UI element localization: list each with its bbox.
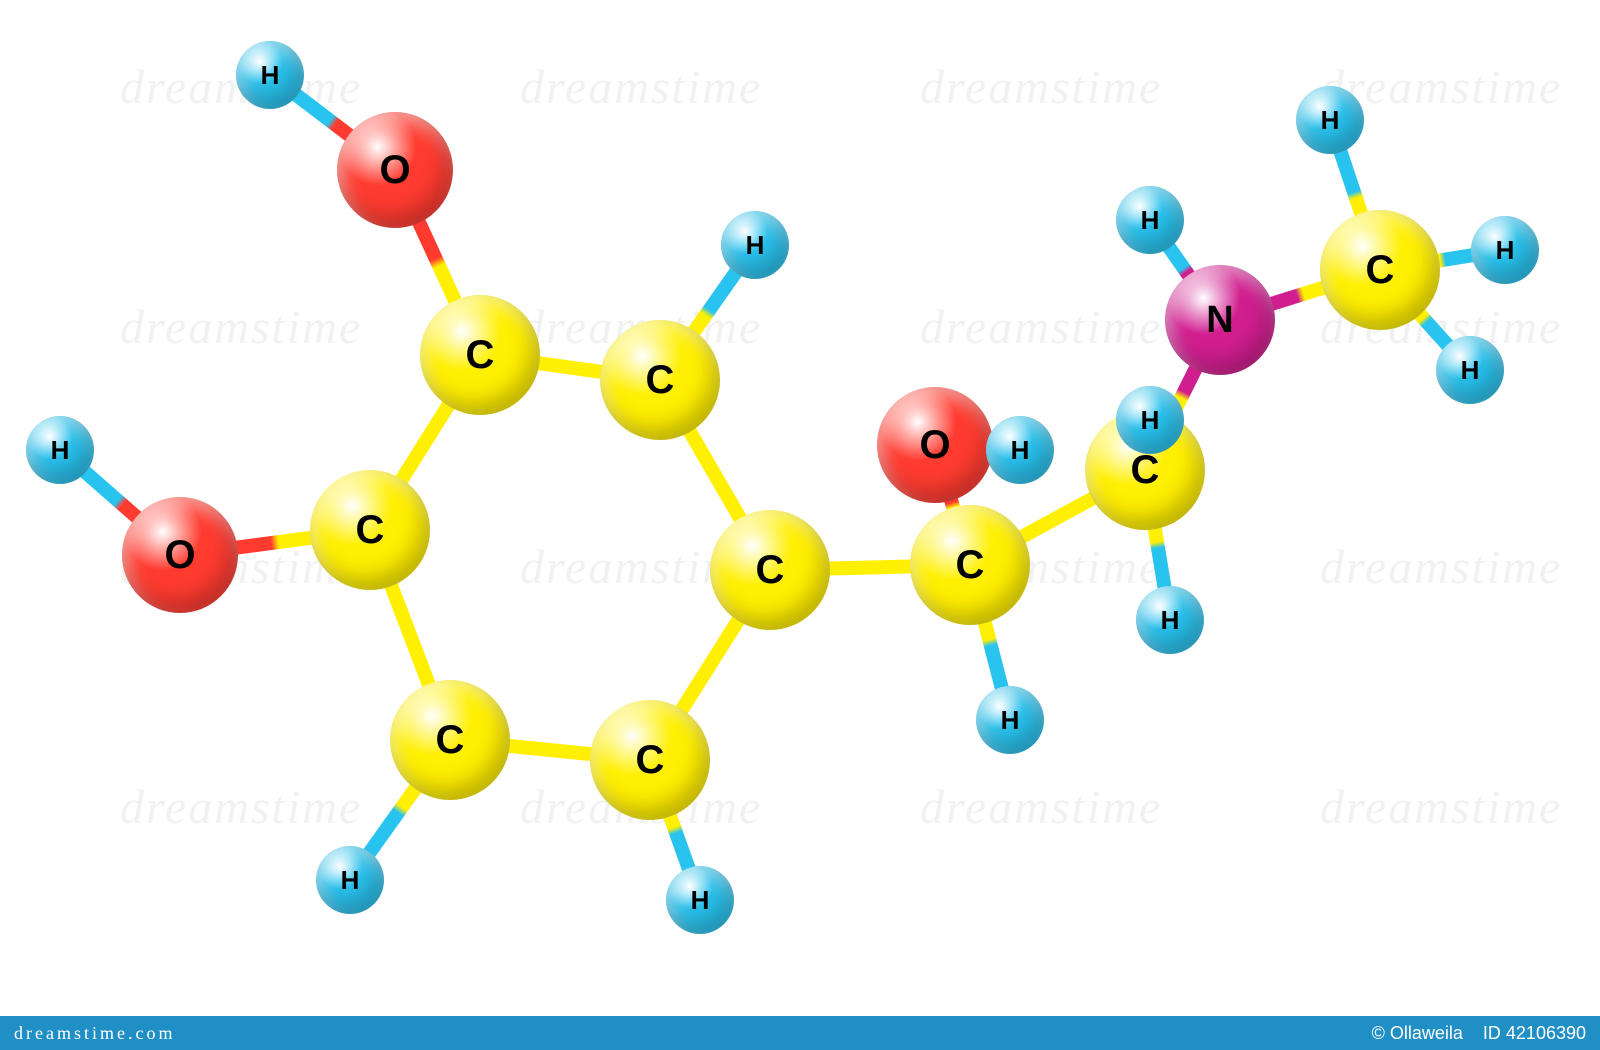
atom-label: C [436, 718, 465, 763]
stock-footer: dreamstime.com © Ollaweila ID 42106390 [0, 1016, 1600, 1050]
atom-h: H [986, 416, 1054, 484]
atom-label: H [341, 865, 360, 896]
watermark-text: dreamstime [520, 60, 762, 115]
author-label: © Ollaweila [1372, 1023, 1463, 1043]
atom-label: C [756, 548, 785, 593]
atom-h: H [1471, 216, 1539, 284]
watermark-text: dreamstime [920, 780, 1162, 835]
image-id-label: ID 42106390 [1483, 1023, 1586, 1043]
watermark-text: dreamstime [920, 60, 1162, 115]
atom-n: N [1165, 265, 1275, 375]
atom-label: C [1131, 448, 1160, 493]
site-link-text[interactable]: dreamstime.com [14, 1023, 175, 1043]
atom-label: H [1141, 205, 1160, 236]
atom-h: H [666, 866, 734, 934]
atom-c: C [910, 505, 1030, 625]
atom-label: H [1001, 705, 1020, 736]
site-link[interactable]: dreamstime.com [14, 1023, 175, 1044]
atom-o: O [122, 497, 238, 613]
watermark-text: dreamstime [920, 300, 1162, 355]
atom-h: H [1136, 586, 1204, 654]
atom-label: H [1141, 405, 1160, 436]
atom-c: C [590, 700, 710, 820]
atom-label: C [956, 543, 985, 588]
atom-label: O [164, 533, 195, 578]
atom-c: C [1320, 210, 1440, 330]
atom-label: H [1461, 355, 1480, 386]
atom-label: C [636, 738, 665, 783]
watermark-text: dreamstime [1320, 780, 1562, 835]
watermark-text: dreamstime [120, 300, 362, 355]
atom-label: C [466, 333, 495, 378]
atom-h: H [976, 686, 1044, 754]
atom-c: C [310, 470, 430, 590]
atom-o: O [877, 387, 993, 503]
atom-label: O [919, 423, 950, 468]
credit: © Ollaweila ID 42106390 [1372, 1023, 1586, 1044]
atom-h: H [316, 846, 384, 914]
atom-label: H [1321, 105, 1340, 136]
atom-label: H [1011, 435, 1030, 466]
atom-label: H [51, 435, 70, 466]
atom-c: C [390, 680, 510, 800]
atom-label: H [261, 60, 280, 91]
atom-label: C [1366, 248, 1395, 293]
atom-h: H [721, 211, 789, 279]
atom-label: H [1496, 235, 1515, 266]
atom-label: C [356, 508, 385, 553]
atom-h: H [1116, 386, 1184, 454]
atom-label: H [746, 230, 765, 261]
atom-label: C [646, 358, 675, 403]
atom-label: H [1161, 605, 1180, 636]
atom-h: H [1116, 186, 1184, 254]
atom-c: C [420, 295, 540, 415]
watermark-text: dreamstime [120, 780, 362, 835]
canvas: dreamstime.com © Ollaweila ID 42106390 d… [0, 0, 1600, 1050]
atom-o: O [337, 112, 453, 228]
atom-h: H [236, 41, 304, 109]
atom-h: H [1296, 86, 1364, 154]
watermark-text: dreamstime [1320, 540, 1562, 595]
atom-c: C [600, 320, 720, 440]
atom-label: O [379, 148, 410, 193]
atom-h: H [26, 416, 94, 484]
atom-h: H [1436, 336, 1504, 404]
atom-label: H [691, 885, 710, 916]
atom-c: C [710, 510, 830, 630]
atom-label: N [1206, 299, 1233, 342]
